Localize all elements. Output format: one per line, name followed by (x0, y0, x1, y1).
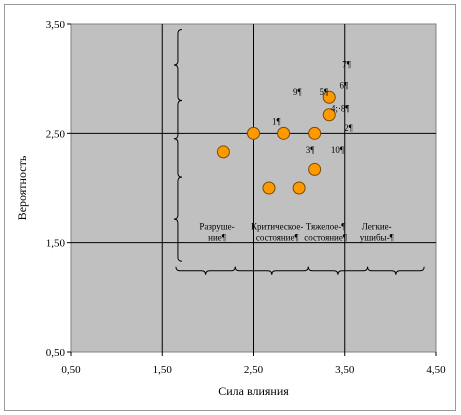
point-labels: 7¶ 9¶ 5¶ 6¶ 4;·8¶ 1¶ 2¶ 3¶ 10¶ (272, 60, 353, 155)
y-tick-label: 2,50 (46, 128, 66, 140)
x-tick-label: 0,50 (61, 364, 81, 376)
point-label: 7¶ (342, 60, 351, 70)
y-tick-label: 0,50 (46, 347, 66, 359)
data-point (216, 145, 230, 159)
data-point (292, 181, 306, 195)
point-label: 4;·8¶ (331, 103, 350, 113)
vertical-brace (173, 100, 182, 178)
point-label: 2¶ (344, 123, 353, 133)
vertical-brace (173, 28, 182, 102)
data-point (308, 162, 322, 176)
vertical-brace (173, 176, 182, 262)
y-tick-label: 3,50 (46, 19, 66, 31)
zone-braces (173, 28, 425, 275)
data-point (322, 90, 336, 104)
point-label: 1¶ (272, 117, 281, 127)
point-label: 10¶ (331, 145, 344, 155)
data-point (262, 181, 276, 195)
horizontal-brace (234, 266, 309, 275)
x-tick-label: 4,50 (426, 364, 446, 376)
zone-labels: Разруше-ние¶Критическое-состояние¶Тяжело… (199, 222, 393, 243)
axes: 0,50 1,50 2,50 3,50 4,50 0,50 1,50 2,50 3,50 (46, 19, 446, 376)
zone-label: состояние¶ (256, 233, 299, 243)
data-point (247, 126, 260, 140)
zone-label: ушибы-¶ (360, 233, 394, 243)
y-axis-title: Вероятность (15, 155, 29, 220)
point-label: 5¶ (319, 87, 328, 97)
horizontal-brace (175, 266, 236, 275)
point-label: 3¶ (306, 145, 315, 155)
data-point (322, 108, 336, 122)
horizontal-brace (307, 266, 369, 275)
x-tick-label: 1,50 (153, 364, 173, 376)
zone-label: Критическое- (251, 222, 303, 232)
zone-label: Разруше- (199, 222, 234, 232)
x-tick-label: 2,50 (244, 364, 264, 376)
zone-label: Тяжелое-¶ (306, 222, 346, 232)
y-tick-label: 1,50 (46, 238, 66, 250)
zone-label: ние¶ (208, 233, 226, 243)
data-point (277, 126, 291, 140)
point-label: 6¶ (340, 81, 349, 91)
horizontal-brace (367, 266, 425, 275)
zone-label: Легкие- (362, 222, 392, 232)
data-points (216, 90, 336, 195)
data-point (308, 126, 322, 140)
x-tick-label: 3,50 (335, 364, 355, 376)
point-label: 9¶ (293, 87, 302, 97)
zone-label: состояние¶ (304, 233, 347, 243)
x-axis-title: Сила влияния (218, 384, 289, 398)
